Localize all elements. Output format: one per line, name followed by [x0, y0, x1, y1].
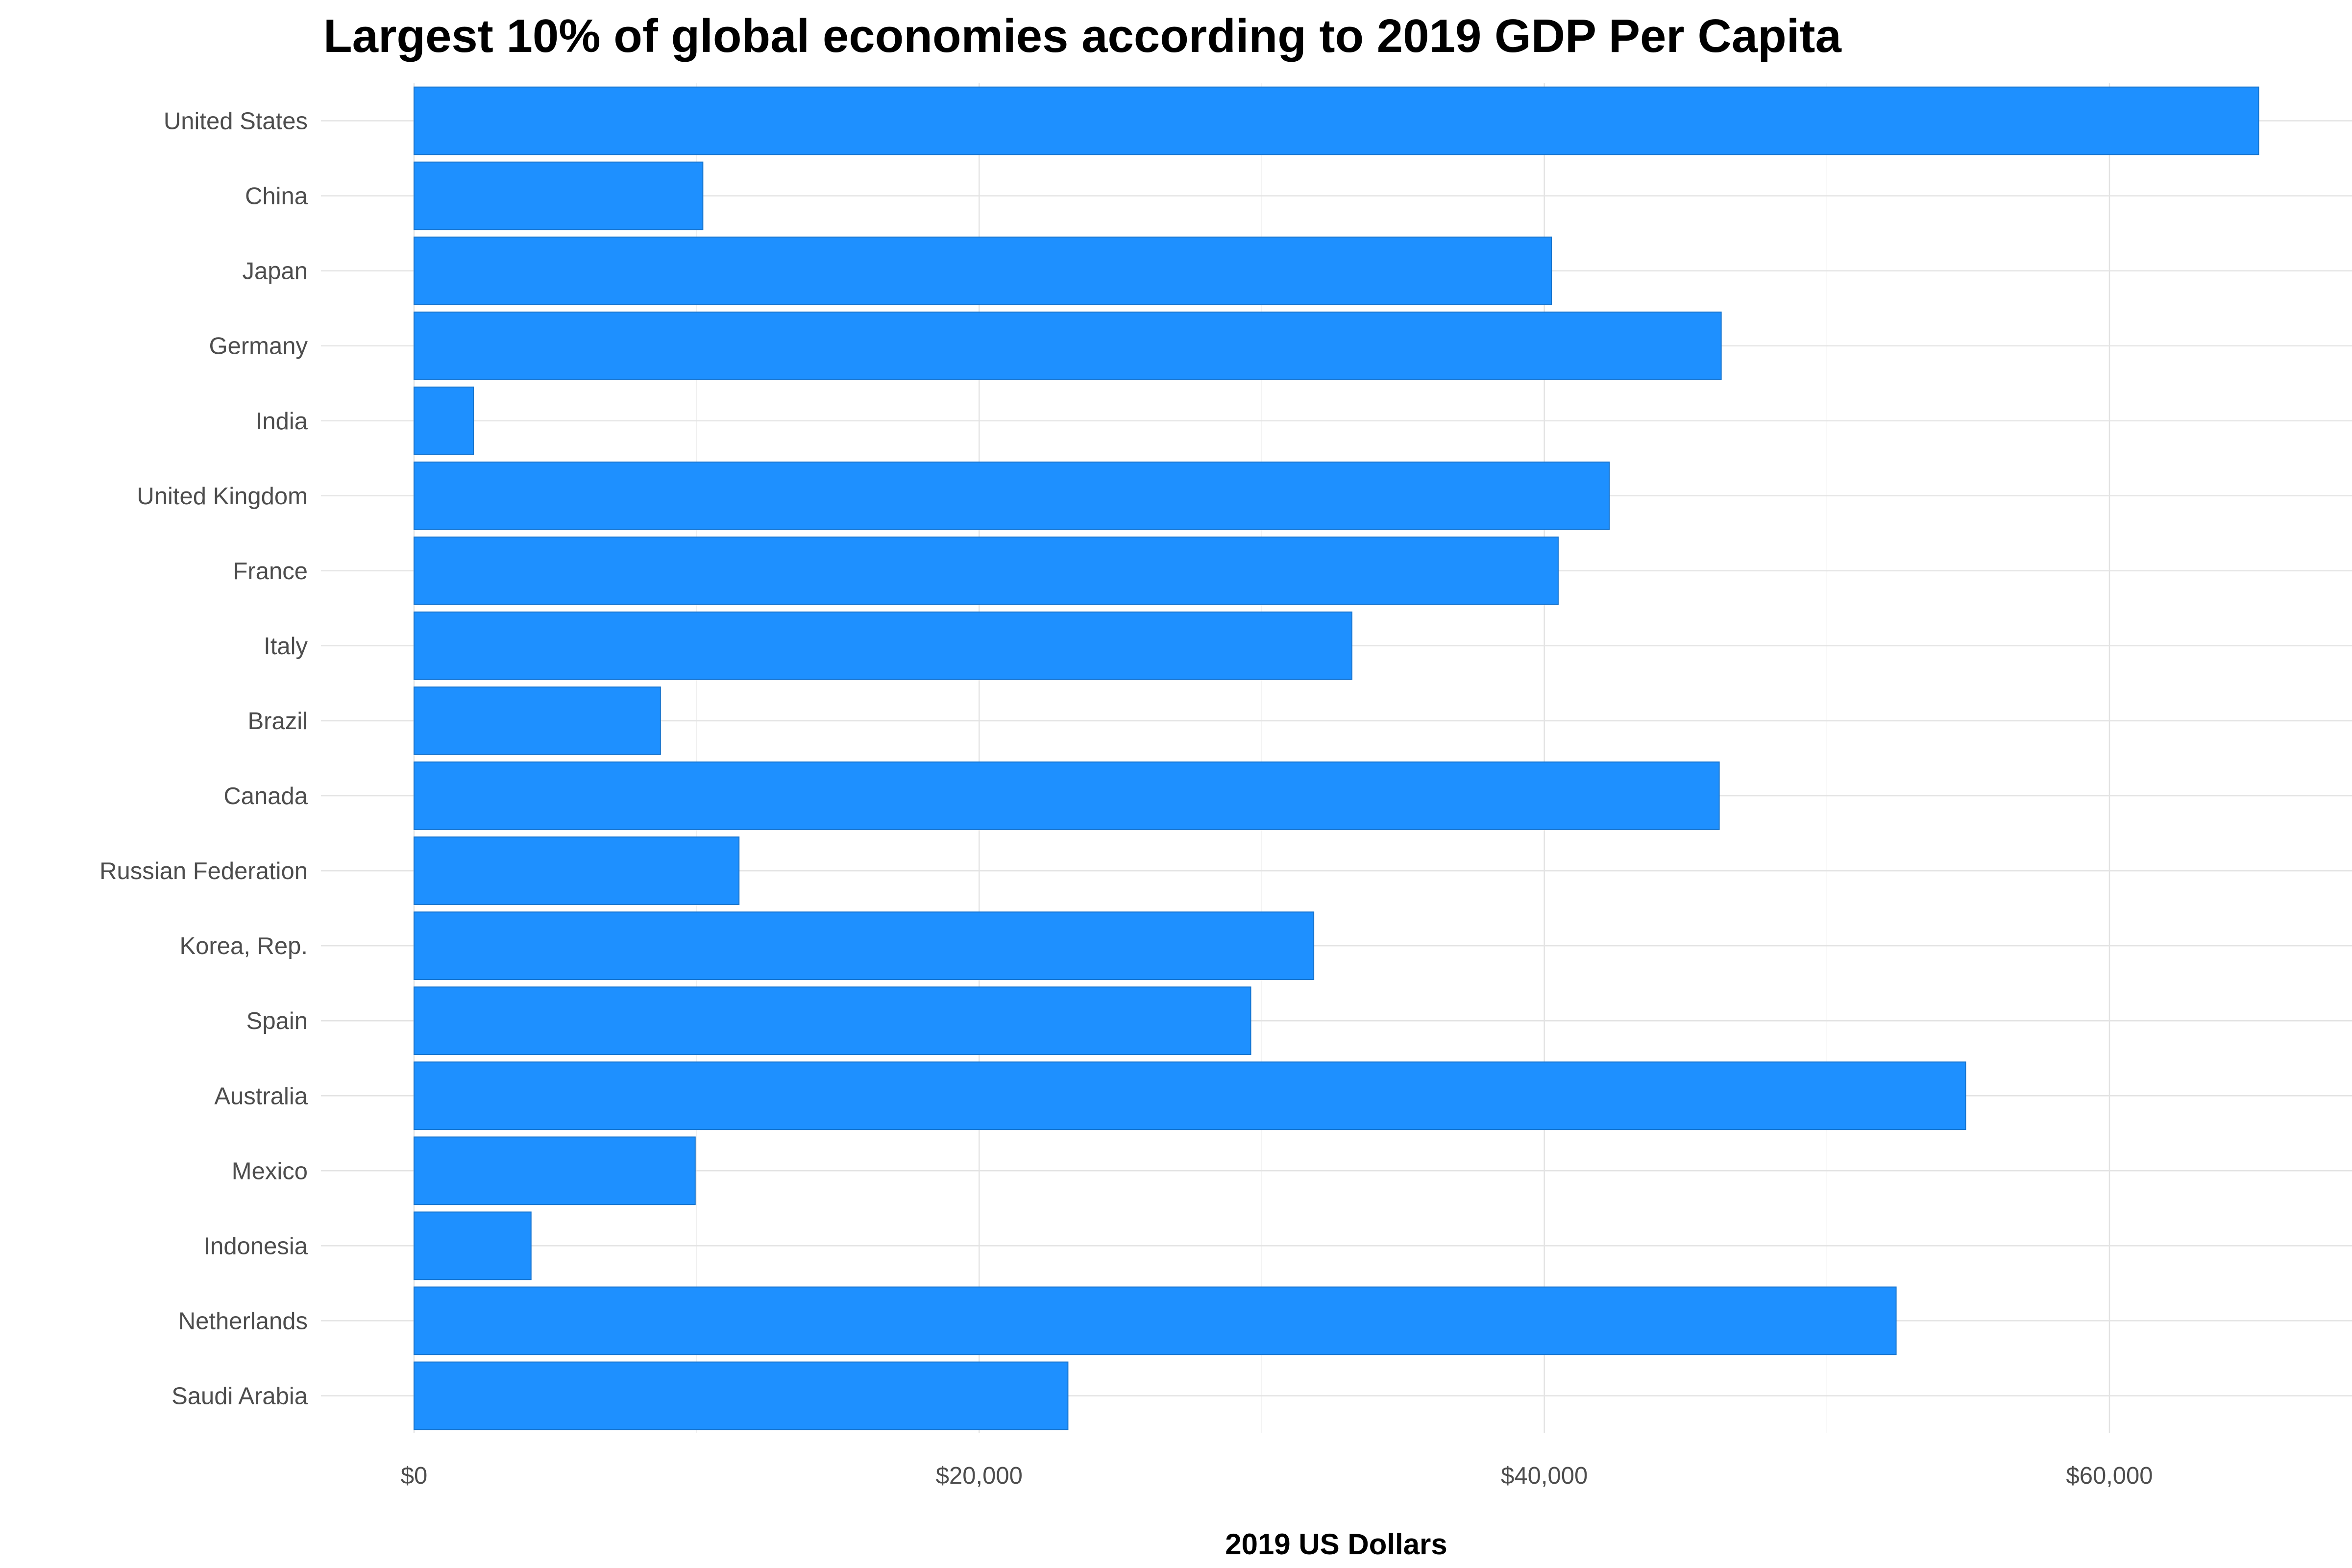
- y-tick-label-china: China: [245, 183, 308, 210]
- y-tick-label-india: India: [256, 408, 308, 435]
- bar-spain: [414, 986, 1251, 1055]
- x-axis-title: 2019 US Dollars: [1225, 1528, 1447, 1561]
- y-tick-label-canada: Canada: [223, 783, 308, 809]
- bar-canada: [414, 761, 1720, 830]
- y-tick-label-australia: Australia: [214, 1083, 308, 1109]
- y-tick-label-brazil: Brazil: [247, 708, 308, 735]
- x-tick-label: $60,000: [2066, 1463, 2153, 1489]
- y-tick-label-italy: Italy: [264, 633, 308, 660]
- bar-germany: [414, 311, 1722, 380]
- y-tick-label-russian-federation: Russian Federation: [99, 858, 308, 884]
- chart-title: Largest 10% of global economies accordin…: [323, 10, 1841, 62]
- bar-layer: [414, 86, 2259, 1430]
- y-tick-label-united-kingdom: United Kingdom: [137, 483, 308, 510]
- y-tick-label-korea-rep: Korea, Rep.: [180, 933, 308, 959]
- bar-mexico: [414, 1136, 696, 1205]
- x-tick-label: $40,000: [1501, 1463, 1588, 1489]
- bar-brazil: [414, 686, 661, 755]
- x-tick-label: $20,000: [936, 1463, 1023, 1489]
- bar-france: [414, 536, 1559, 605]
- y-tick-label-saudi-arabia: Saudi Arabia: [172, 1383, 308, 1409]
- bar-india: [414, 386, 474, 455]
- y-tick-label-spain: Spain: [246, 1008, 308, 1034]
- y-tick-label-france: France: [233, 558, 308, 585]
- bar-russian-federation: [414, 836, 740, 905]
- bar-saudi-arabia: [414, 1361, 1069, 1430]
- label-layer: United States China Japan Germany India Unite…: [99, 108, 2153, 1489]
- y-tick-label-japan: Japan: [242, 258, 308, 285]
- y-tick-label-united-states: United States: [164, 108, 308, 135]
- bar-australia: [414, 1061, 1966, 1130]
- y-tick-label-germany: Germany: [209, 333, 308, 360]
- x-tick-label: $0: [401, 1463, 428, 1489]
- bar-indonesia: [414, 1211, 532, 1280]
- bar-united-kingdom: [414, 461, 1610, 530]
- y-tick-label-mexico: Mexico: [232, 1158, 308, 1184]
- bar-netherlands: [414, 1286, 1897, 1355]
- bar-united-states: [414, 86, 2259, 155]
- bar-japan: [414, 236, 1552, 305]
- y-tick-label-indonesia: Indonesia: [203, 1233, 308, 1259]
- bar-china: [414, 161, 704, 230]
- bar-korea-rep: [414, 911, 1315, 980]
- bar-italy: [414, 612, 1352, 680]
- y-tick-label-netherlands: Netherlands: [178, 1308, 308, 1334]
